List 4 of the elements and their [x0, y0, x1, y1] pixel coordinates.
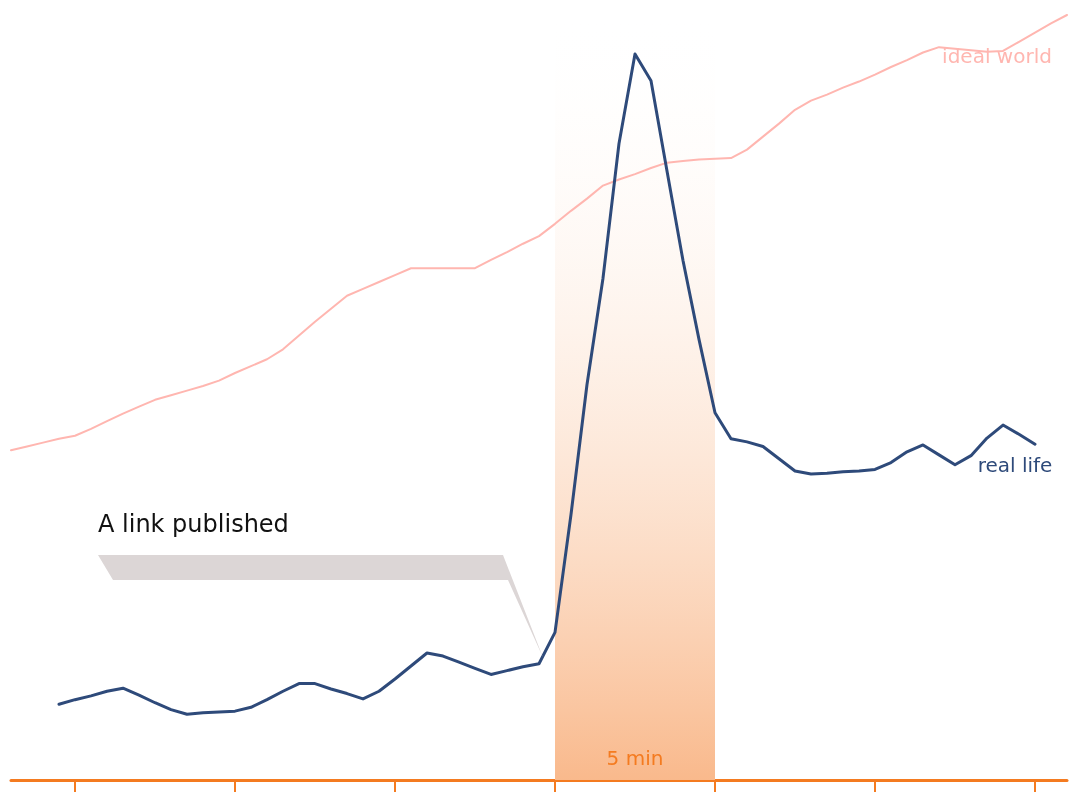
annotation: 5 min	[606, 746, 664, 770]
annotation: A link published	[98, 510, 289, 538]
series-label: ideal world	[942, 44, 1052, 68]
series-label: real life	[977, 453, 1053, 478]
